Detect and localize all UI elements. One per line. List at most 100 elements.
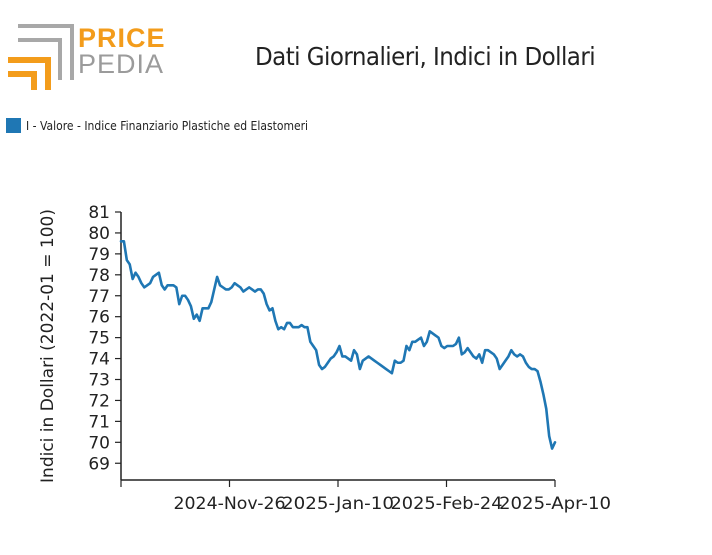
data-point[interactable]: [550, 447, 554, 451]
data-point[interactable]: [288, 321, 292, 325]
data-point[interactable]: [122, 239, 126, 243]
data-point[interactable]: [174, 285, 178, 289]
data-point[interactable]: [521, 354, 525, 358]
data-point[interactable]: [134, 271, 138, 275]
data-point[interactable]: [326, 361, 330, 365]
data-point[interactable]: [311, 344, 315, 348]
data-point[interactable]: [469, 350, 473, 354]
data-point[interactable]: [335, 350, 339, 354]
data-point[interactable]: [163, 287, 167, 291]
data-point[interactable]: [183, 294, 187, 298]
data-point[interactable]: [474, 357, 478, 361]
pricepedia-logo[interactable]: [8, 22, 168, 94]
data-point[interactable]: [139, 281, 143, 285]
data-point[interactable]: [544, 407, 548, 411]
data-point[interactable]: [314, 348, 318, 352]
data-point[interactable]: [422, 344, 426, 348]
data-point[interactable]: [157, 271, 161, 275]
data-point[interactable]: [524, 361, 528, 365]
data-point[interactable]: [425, 340, 429, 344]
data-point[interactable]: [454, 342, 458, 346]
x-tick-label: 2025-Apr-10: [499, 494, 611, 514]
data-point[interactable]: [212, 287, 216, 291]
data-point[interactable]: [349, 359, 353, 363]
data-point[interactable]: [547, 434, 551, 438]
data-point[interactable]: [125, 258, 129, 262]
data-point[interactable]: [131, 277, 135, 281]
data-point[interactable]: [262, 292, 266, 296]
data-point[interactable]: [480, 361, 484, 365]
data-point[interactable]: [337, 344, 341, 348]
y-tick-label: 81: [88, 203, 110, 223]
data-point[interactable]: [402, 359, 406, 363]
y-tick-label: 72: [88, 391, 110, 411]
data-point[interactable]: [466, 346, 470, 350]
logo-wordmark: PRICE PEDIA: [78, 23, 166, 79]
data-point[interactable]: [209, 300, 213, 304]
series-group: [119, 239, 557, 451]
data-point[interactable]: [495, 357, 499, 361]
data-point[interactable]: [498, 367, 502, 371]
data-point[interactable]: [390, 371, 394, 375]
data-point[interactable]: [323, 365, 327, 369]
chart-title: Dati Giornalieri, Indici in Dollari: [255, 42, 596, 71]
data-point[interactable]: [238, 285, 242, 289]
data-point[interactable]: [541, 392, 545, 396]
data-point[interactable]: [148, 281, 152, 285]
data-point[interactable]: [419, 336, 423, 340]
data-point[interactable]: [160, 283, 164, 287]
data-point[interactable]: [128, 262, 132, 266]
data-point[interactable]: [501, 363, 505, 367]
y-tick-label: 75: [88, 329, 110, 349]
y-tick-label: 74: [88, 350, 110, 370]
data-point[interactable]: [308, 340, 312, 344]
data-point[interactable]: [536, 369, 540, 373]
data-point[interactable]: [177, 302, 181, 306]
data-point[interactable]: [407, 348, 411, 352]
logo-price-text: PRICE: [78, 23, 166, 53]
y-tick-label: 77: [88, 287, 110, 307]
x-axis: 2024-Nov-262025-Jan-102025-Feb-242025-Ap…: [120, 479, 611, 514]
data-point[interactable]: [553, 440, 557, 444]
data-point[interactable]: [457, 336, 461, 340]
data-point[interactable]: [192, 317, 196, 321]
y-tick-label: 78: [88, 266, 110, 286]
x-tick-label: 2025-Jan-10: [282, 494, 394, 514]
data-point[interactable]: [195, 313, 199, 317]
data-point[interactable]: [506, 354, 510, 358]
data-point[interactable]: [270, 306, 274, 310]
y-tick-label: 76: [88, 308, 110, 328]
data-point[interactable]: [436, 336, 440, 340]
data-point[interactable]: [538, 380, 542, 384]
logo-pedia-text: PEDIA: [78, 49, 165, 79]
data-point[interactable]: [189, 304, 193, 308]
data-point[interactable]: [492, 352, 496, 356]
data-point[interactable]: [265, 302, 269, 306]
data-point[interactable]: [355, 352, 359, 356]
data-point[interactable]: [332, 354, 336, 358]
data-point[interactable]: [186, 298, 190, 302]
data-point[interactable]: [230, 285, 234, 289]
data-point[interactable]: [352, 348, 356, 352]
data-point[interactable]: [198, 319, 202, 323]
data-point[interactable]: [477, 352, 481, 356]
x-tick-label: 2024-Nov-26: [174, 494, 286, 514]
chart-legend[interactable]: I - Valore - Indice Finanziario Plastich…: [6, 118, 339, 133]
data-point[interactable]: [404, 344, 408, 348]
data-point[interactable]: [317, 363, 321, 367]
data-point[interactable]: [305, 325, 309, 329]
data-point[interactable]: [503, 359, 507, 363]
series-line: [119, 240, 557, 450]
data-point[interactable]: [259, 287, 263, 291]
y-axis-title: Indici in Dollari (2022-01 = 100): [38, 209, 58, 483]
data-point[interactable]: [136, 275, 140, 279]
data-point[interactable]: [282, 327, 286, 331]
data-point[interactable]: [358, 367, 362, 371]
data-point[interactable]: [273, 319, 277, 323]
pricepedia-logo-mark-icon: [8, 24, 74, 90]
data-point[interactable]: [509, 348, 513, 352]
data-point[interactable]: [206, 306, 210, 310]
data-point[interactable]: [463, 350, 467, 354]
data-point[interactable]: [215, 275, 219, 279]
